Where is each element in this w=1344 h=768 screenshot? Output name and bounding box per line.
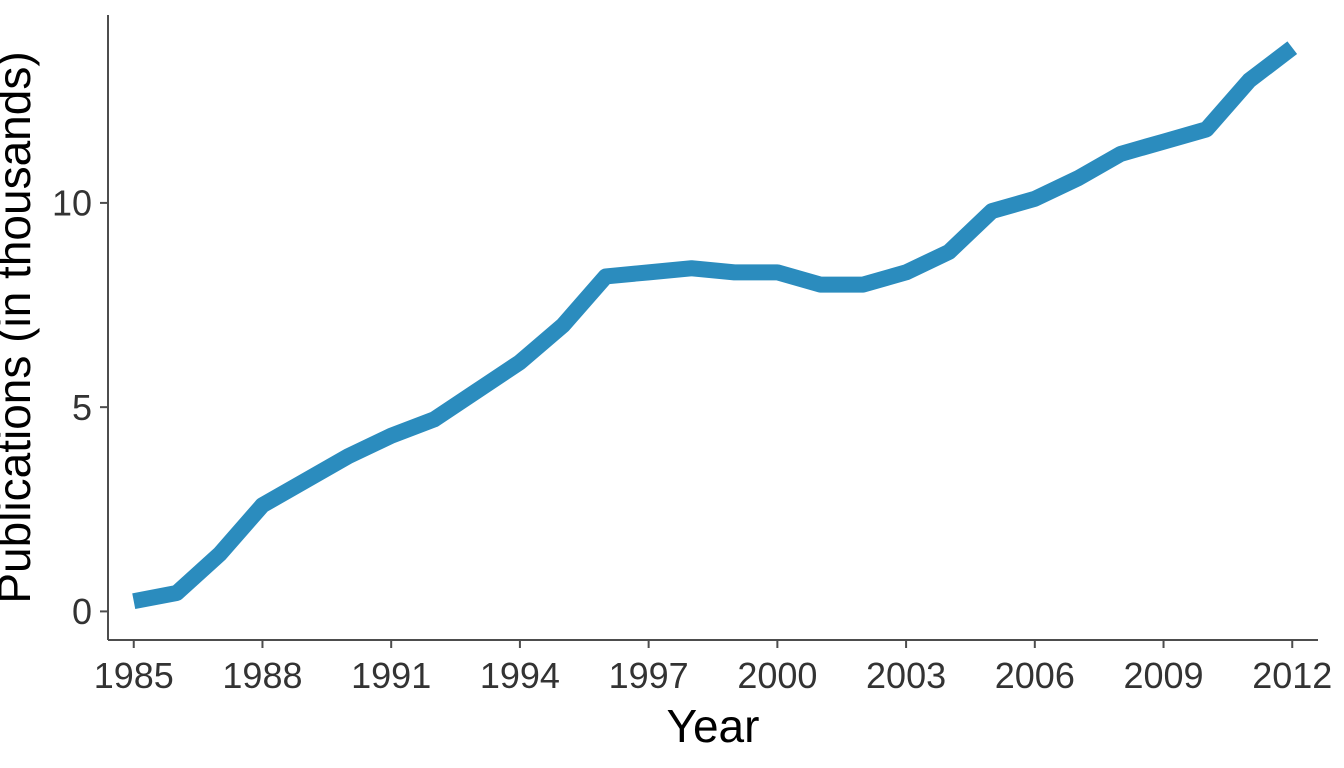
x-tick-label: 1985	[94, 655, 174, 696]
x-tick-label: 2000	[737, 655, 817, 696]
y-axis-title: Publications (in thousands)	[0, 51, 40, 603]
x-tick-label: 2009	[1123, 655, 1203, 696]
x-tick-label: 1994	[480, 655, 560, 696]
x-tick-label: 2003	[866, 655, 946, 696]
line-chart: 1985 1988 1991 1994 1997 2000 2003 2006 2009 2012…	[0, 0, 1344, 768]
chart-svg: 1985 1988 1991 1994 1997 2000 2003 2006 2009 2012…	[0, 0, 1344, 768]
x-tick-label: 1997	[609, 655, 689, 696]
y-tick-label: 5	[72, 387, 92, 428]
x-tick-label: 1991	[351, 655, 431, 696]
x-axis-title: Year	[667, 700, 760, 752]
x-tick-label: 2006	[995, 655, 1075, 696]
y-tick-label: 10	[52, 183, 92, 224]
y-tick-label: 0	[72, 591, 92, 632]
x-tick-label: 2012	[1252, 655, 1332, 696]
x-tick-label: 1988	[222, 655, 302, 696]
